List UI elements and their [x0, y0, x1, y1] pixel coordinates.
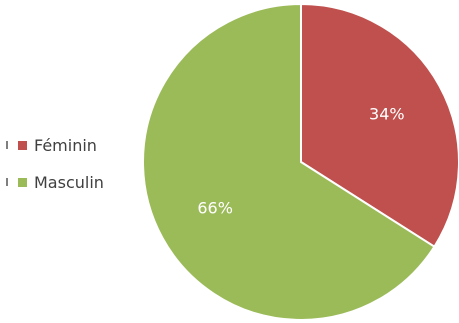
legend-tick [6, 141, 8, 149]
data-label-masculin: 66% [197, 199, 233, 218]
legend-item-feminin: Féminin [6, 134, 104, 156]
pie-slice-masculin [142, 2, 436, 321]
chart-legend: Féminin Masculin [6, 134, 104, 208]
legend-swatch-masculin [18, 177, 27, 187]
legend-tick [6, 178, 8, 186]
data-label-feminin: 34% [369, 104, 405, 123]
legend-item-masculin: Masculin [6, 171, 104, 193]
legend-label-feminin: Féminin [34, 135, 97, 155]
legend-swatch-feminin [18, 140, 27, 150]
legend-label-masculin: Masculin [34, 172, 104, 192]
